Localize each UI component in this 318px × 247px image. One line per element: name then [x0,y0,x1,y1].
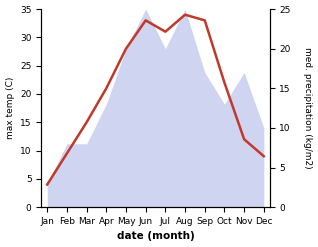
Y-axis label: med. precipitation (kg/m2): med. precipitation (kg/m2) [303,47,313,169]
Y-axis label: max temp (C): max temp (C) [5,77,15,139]
X-axis label: date (month): date (month) [117,231,194,242]
